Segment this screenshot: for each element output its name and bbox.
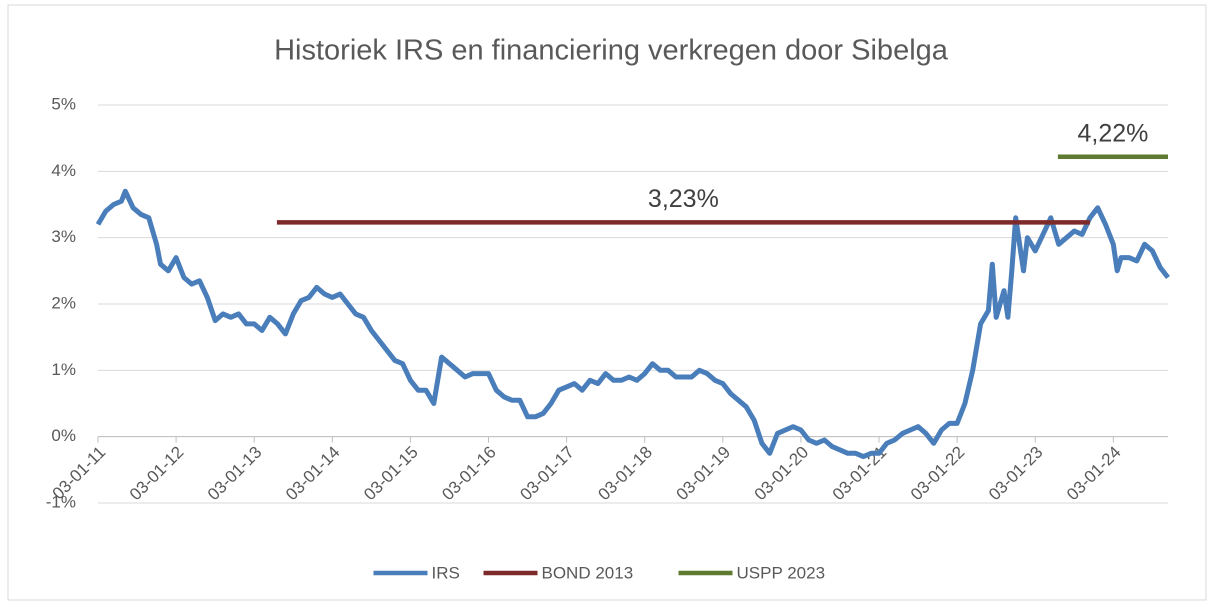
- y-tick-label: 1%: [51, 360, 76, 379]
- legend-label: BOND 2013: [542, 563, 634, 582]
- y-tick-label: 3%: [51, 227, 76, 246]
- y-tick-label: -1%: [46, 492, 76, 511]
- y-tick-label: 2%: [51, 293, 76, 312]
- legend-label: USPP 2023: [737, 563, 826, 582]
- y-tick-label: 0%: [51, 426, 76, 445]
- y-tick-label: 4%: [51, 161, 76, 180]
- legend-label: IRS: [432, 563, 460, 582]
- series-line: [95, 188, 1170, 460]
- y-tick-label: 5%: [51, 94, 76, 113]
- annotation: 3,23%: [648, 185, 719, 213]
- chart-title: Historiek IRS en financiering verkregen …: [274, 35, 949, 67]
- annotation: 4,22%: [1077, 119, 1148, 147]
- chart-border: [7, 4, 1207, 601]
